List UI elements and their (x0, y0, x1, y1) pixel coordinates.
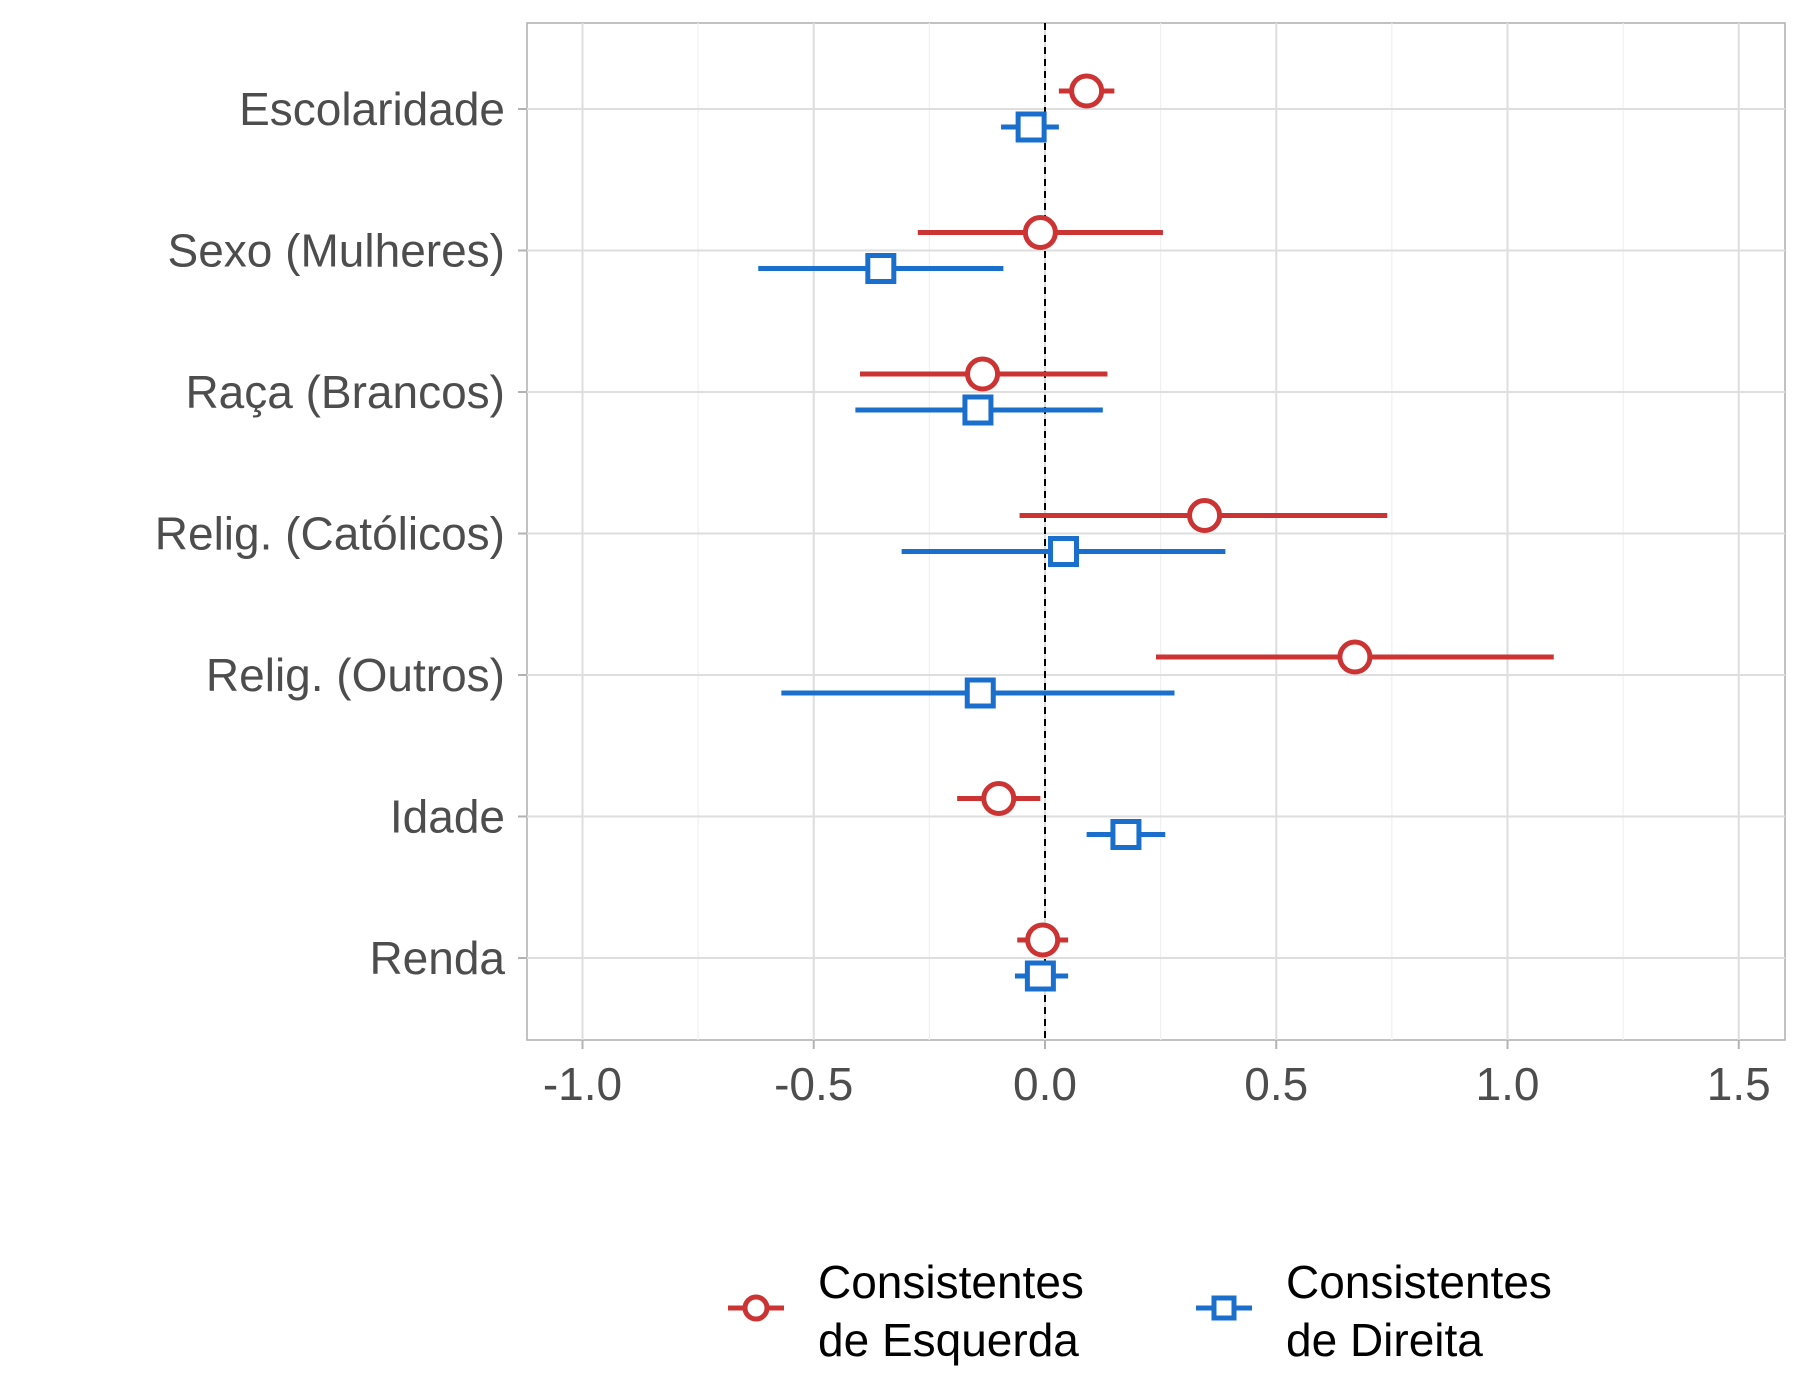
legend-item: Consistentes de Esquerda (728, 1256, 1084, 1366)
legend-label: de Direita (1286, 1314, 1483, 1366)
x-tick-label: -1.0 (543, 1058, 622, 1110)
y-axis-labels: Escolaridade Sexo (Mulheres) Raça (Brancos… (155, 83, 527, 984)
point-estimate-marker (1110, 819, 1142, 850)
y-tick-label: Sexo (Mulheres) (168, 225, 505, 277)
chart-marks (758, 73, 1554, 992)
point-estimate-marker (965, 356, 1001, 392)
legend: Consistentes de Esquerda Consistentes de Di… (728, 1256, 1552, 1366)
plot-panel (526, 22, 1786, 1041)
y-tick-label: Renda (369, 932, 505, 984)
point-estimate-marker (1187, 498, 1223, 533)
legend-label: Consistentes (818, 1256, 1084, 1308)
legend-key-square (1211, 1295, 1237, 1321)
legend-key-circle (742, 1294, 770, 1322)
grid-lines (527, 23, 1785, 1040)
point-estimate-marker (962, 394, 994, 426)
point-estimate-marker (964, 677, 996, 709)
legend-item: Consistentes de Direita (1196, 1256, 1552, 1366)
x-axis-tick-labels: -1.0 -0.5 0.0 0.5 1.0 1.5 (543, 1040, 1771, 1110)
series-group (860, 73, 1554, 958)
y-tick-label: Escolaridade (239, 83, 505, 135)
y-tick-label: Relig. (Outros) (206, 649, 505, 701)
point-estimate-marker (1337, 639, 1373, 675)
series-group (758, 111, 1226, 992)
y-tick-label: Raça (Brancos) (185, 366, 505, 418)
legend-label: de Esquerda (818, 1314, 1079, 1366)
x-tick-label: 0.0 (1013, 1058, 1077, 1110)
point-estimate-marker (865, 253, 897, 284)
legend-label: Consistentes (1286, 1256, 1552, 1308)
x-tick-label: 1.5 (1707, 1058, 1771, 1110)
x-tick-label: -0.5 (774, 1058, 853, 1110)
x-tick-label: 1.0 (1476, 1058, 1540, 1110)
point-estimate-marker (1069, 73, 1105, 109)
point-estimate-marker (981, 781, 1017, 816)
point-estimate-marker (1048, 536, 1079, 567)
y-tick-label: Idade (390, 791, 505, 843)
x-tick-label: 0.5 (1244, 1058, 1308, 1110)
point-estimate-marker (1022, 215, 1058, 250)
y-tick-label: Relig. (Católicos) (155, 508, 505, 560)
plot-panel-border (526, 22, 1786, 1041)
point-estimate-marker (1025, 922, 1061, 958)
point-estimate-marker (1024, 960, 1056, 992)
point-estimate-marker (1015, 111, 1047, 143)
